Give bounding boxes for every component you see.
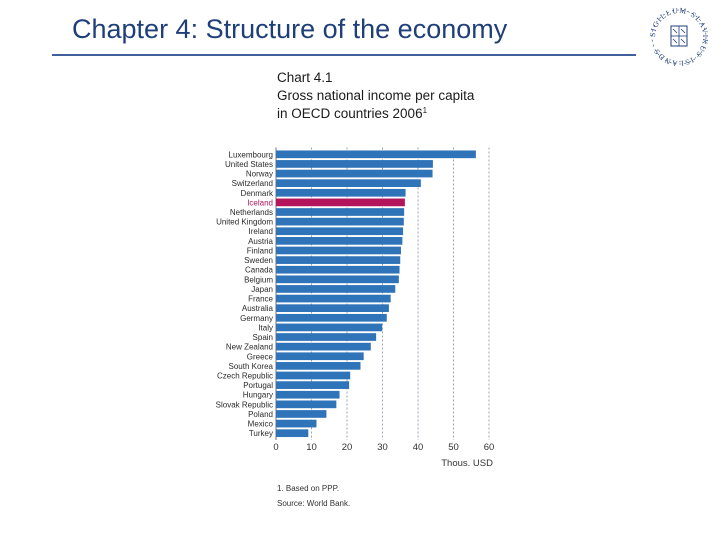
category-label: Japan [251, 285, 273, 294]
bar-switzerland [276, 179, 421, 188]
x-tick-label: 20 [342, 442, 353, 453]
x-tick-label: 40 [413, 442, 424, 453]
category-label: Finland [247, 246, 273, 255]
x-tick-label: 30 [377, 442, 388, 453]
chart-title-footnote-mark: 1 [422, 106, 428, 115]
category-label: Denmark [241, 189, 274, 198]
x-tick-label: 50 [448, 442, 459, 453]
x-tick-labels: 0 10 20 30 40 50 60 [273, 442, 494, 453]
x-tick-label: 0 [273, 442, 278, 453]
category-label: Spain [253, 333, 273, 342]
chart-title-line-1: Gross national income per capita [277, 88, 475, 103]
category-label: Sweden [244, 256, 273, 265]
x-tick-label: 10 [306, 442, 317, 453]
category-label: Australia [242, 304, 274, 313]
category-label: Austria [248, 237, 273, 246]
bar-australia [276, 304, 389, 313]
bar-france [276, 294, 391, 303]
category-label: Switzerland [232, 179, 273, 188]
bar-finland [276, 246, 401, 255]
bar-norway [276, 169, 433, 178]
bar-iceland [276, 198, 405, 207]
category-label: Norway [246, 170, 273, 179]
bar-luxembourg [276, 150, 476, 159]
bar-spain [276, 333, 377, 341]
bar-poland [276, 410, 327, 418]
bar-hungary [276, 390, 340, 399]
chart-title-line-2-text: in OECD countries 2006 [277, 106, 423, 121]
bar-united-states [276, 160, 433, 168]
bar-turkey [276, 429, 309, 438]
category-label: Canada [245, 266, 274, 275]
slide-title: Chapter 4: Structure of the economy [72, 14, 508, 44]
category-label: Portugal [243, 381, 273, 390]
bars [276, 150, 476, 438]
category-label: Czech Republic [217, 371, 273, 380]
bar-south-korea [276, 362, 361, 370]
title-underline [52, 54, 636, 56]
category-label: Germany [240, 314, 273, 323]
chart-header: Chart 4.1 Gross national income per capi… [277, 69, 474, 123]
bar-sweden [276, 256, 401, 264]
category-label: United States [225, 160, 273, 169]
category-label: France [248, 295, 273, 304]
chart-number: Chart 4.1 [277, 70, 333, 85]
bar-italy [276, 323, 383, 332]
category-label: Luxembourg [229, 150, 273, 159]
bar-new-zealand [276, 342, 371, 351]
category-label: United Kingdom [216, 218, 273, 227]
category-label: Italy [258, 323, 273, 332]
category-label: Hungary [243, 391, 273, 400]
bar-portugal [276, 381, 350, 389]
footnote-source: Source: World Bank. [277, 499, 351, 508]
bar-mexico [276, 419, 317, 428]
bar-netherlands [276, 208, 405, 216]
x-tick-label: 60 [484, 442, 495, 453]
bar-united-kingdom [276, 217, 404, 226]
category-label: Slovak Republic [216, 400, 273, 409]
bar-greece [276, 352, 364, 361]
footnote-ppp: 1. Based on PPP. [277, 484, 340, 493]
bar-ireland [276, 227, 404, 236]
bar-germany [276, 313, 387, 322]
category-label: Ireland [249, 227, 273, 236]
bar-japan [276, 285, 396, 293]
bar-austria [276, 237, 403, 245]
category-label: Poland [248, 410, 273, 419]
category-label: Greece [247, 352, 274, 361]
chart-title-line-2: in OECD countries 20061 [277, 105, 474, 123]
university-seal-logo: SIGILLUM·SLAVIKUS·ISLANDS [648, 6, 709, 68]
category-label: Iceland [247, 198, 273, 207]
bar-belgium [276, 275, 399, 284]
bar-slovak-republic [276, 400, 337, 409]
category-label: South Korea [229, 362, 274, 371]
category-label: Belgium [244, 275, 273, 284]
category-label: Netherlands [230, 208, 273, 217]
category-label: Turkey [249, 429, 273, 438]
category-label: New Zealand [226, 343, 273, 352]
bar-czech-republic [276, 371, 351, 380]
bar-denmark [276, 188, 406, 197]
bar-canada [276, 265, 400, 274]
x-axis-label: Thous. USD [441, 458, 493, 469]
category-label: Mexico [248, 420, 274, 429]
